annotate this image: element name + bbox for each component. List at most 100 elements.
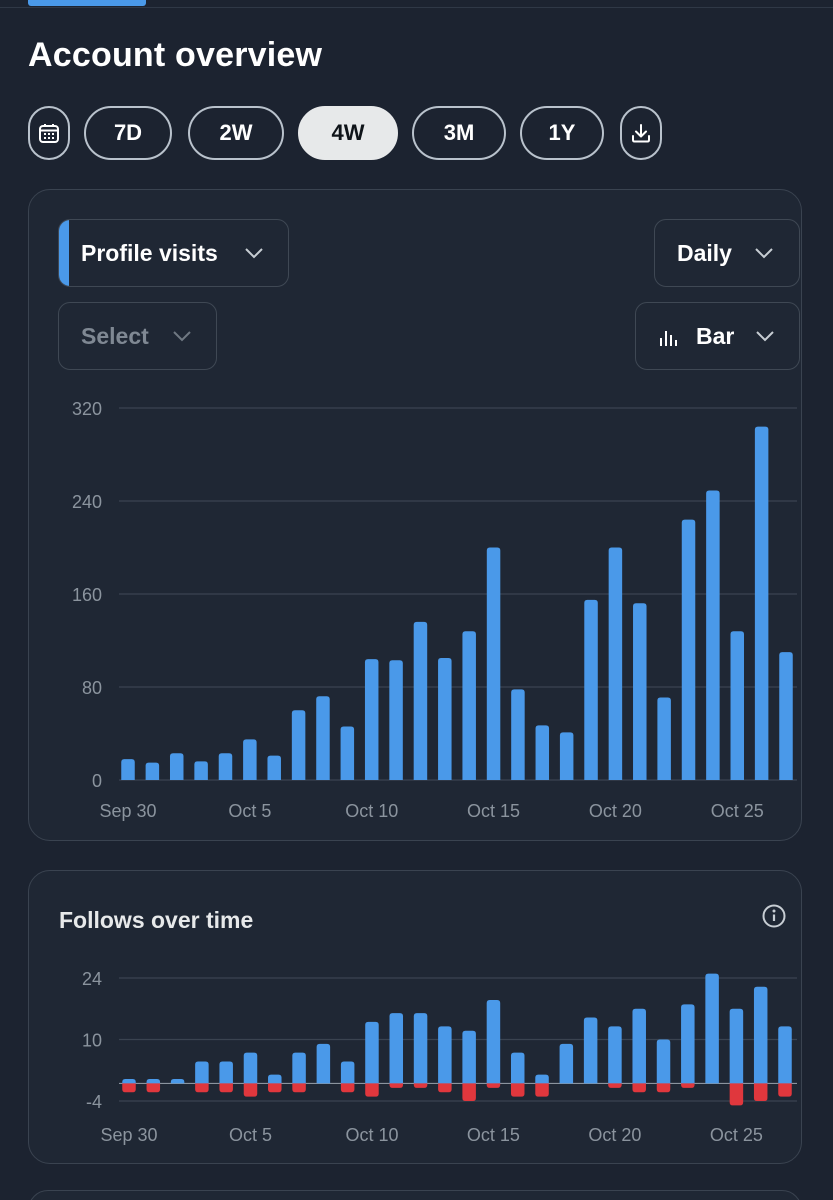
bar xyxy=(608,547,623,780)
bar-positive xyxy=(486,999,501,1084)
x-tick-label: Sep 30 xyxy=(100,1125,157,1145)
x-tick-label: Oct 20 xyxy=(588,1125,641,1145)
bar xyxy=(121,759,135,780)
bar-positive xyxy=(656,1039,671,1084)
compare-dropdown[interactable]: Select xyxy=(58,302,217,370)
chevron-down-icon xyxy=(173,331,191,342)
info-icon[interactable] xyxy=(761,903,787,929)
bar-negative xyxy=(438,1083,452,1093)
x-tick-label: Oct 15 xyxy=(467,1125,520,1145)
bar-positive xyxy=(535,1074,549,1084)
bar-positive xyxy=(170,1079,185,1084)
profile-visits-card: Profile visits Daily Select Bar 0 80 160 24… xyxy=(28,189,802,841)
bar xyxy=(291,710,306,780)
y-tick-label: 0 xyxy=(92,771,102,791)
bar xyxy=(754,426,769,780)
bar xyxy=(145,762,160,780)
chart-type-dropdown-label: Bar xyxy=(696,322,735,349)
bar-negative xyxy=(413,1083,428,1088)
bar-positive xyxy=(122,1079,136,1084)
download-button[interactable] xyxy=(620,106,662,160)
bar-chart-icon xyxy=(660,331,677,346)
bar xyxy=(243,739,257,780)
page-title: Account overview xyxy=(28,36,323,74)
bar xyxy=(267,755,281,780)
range-7d-button[interactable]: 7D xyxy=(84,106,172,160)
bar-negative xyxy=(462,1083,476,1101)
x-tick-label: Oct 20 xyxy=(589,801,642,821)
bar-positive xyxy=(729,1008,744,1084)
calendar-button[interactable] xyxy=(28,106,70,160)
bar xyxy=(559,732,574,780)
bar-positive xyxy=(316,1043,331,1084)
compare-dropdown-label: Select xyxy=(81,322,149,349)
y-tick-label: 320 xyxy=(72,399,102,419)
chart-type-dropdown[interactable]: Bar xyxy=(635,302,800,370)
y-tick-label: 80 xyxy=(82,678,102,698)
x-tick-label: Oct 5 xyxy=(229,1125,272,1145)
bar-positive xyxy=(389,1013,404,1084)
bar xyxy=(681,519,696,780)
x-tick-label: Oct 10 xyxy=(345,801,398,821)
chevron-down-icon xyxy=(756,331,774,342)
bar xyxy=(706,490,720,780)
y-tick-label: 240 xyxy=(72,492,102,512)
bar-negative xyxy=(122,1083,136,1093)
bar xyxy=(389,660,403,780)
bar xyxy=(438,657,452,780)
bar xyxy=(633,603,647,780)
bar-negative xyxy=(486,1083,501,1088)
x-tick-label: Oct 15 xyxy=(467,801,520,821)
y-tick-label: 10 xyxy=(82,1031,102,1051)
bar-negative xyxy=(535,1083,549,1097)
bar xyxy=(413,621,428,780)
bar-negative xyxy=(681,1083,695,1088)
bar xyxy=(364,659,379,780)
bar-negative xyxy=(243,1083,258,1097)
follows-card: Follows over time -4 10 24 Sep 30 Oct 5 Oct 1… xyxy=(28,870,802,1164)
bar xyxy=(462,631,476,780)
bar xyxy=(779,652,793,780)
chevron-down-icon xyxy=(245,248,263,259)
bar-positive xyxy=(753,986,768,1084)
x-tick-label: Oct 10 xyxy=(345,1125,398,1145)
top-divider xyxy=(0,7,833,8)
range-3m-button[interactable]: 3M xyxy=(412,106,506,160)
bar-negative xyxy=(632,1083,646,1093)
x-tick-label: Oct 5 xyxy=(228,801,271,821)
bar-positive xyxy=(146,1079,161,1084)
bar-negative xyxy=(219,1083,233,1093)
calendar-icon xyxy=(39,124,59,143)
bar-negative xyxy=(778,1083,792,1097)
bar xyxy=(169,753,184,780)
metric-dropdown[interactable]: Profile visits xyxy=(58,219,289,287)
interval-dropdown[interactable]: Daily xyxy=(654,219,800,287)
range-1y-button[interactable]: 1Y xyxy=(520,106,604,160)
bar-positive xyxy=(243,1052,258,1084)
y-tick-label: 24 xyxy=(82,969,102,989)
y-tick-label: -4 xyxy=(86,1092,102,1112)
bar-negative xyxy=(340,1083,355,1093)
range-4w-button[interactable]: 4W xyxy=(298,106,398,160)
bar-negative xyxy=(656,1083,671,1093)
y-tick-label: 160 xyxy=(72,585,102,605)
bar-negative xyxy=(389,1083,404,1088)
range-2w-button[interactable]: 2W xyxy=(188,106,284,160)
bar-positive xyxy=(268,1074,282,1084)
bar-negative xyxy=(510,1083,525,1097)
bar-positive xyxy=(438,1026,452,1084)
bar-negative xyxy=(146,1083,161,1093)
chevron-down-icon xyxy=(755,248,773,259)
follows-chart: -4 10 24 Sep 30 Oct 5 Oct 10 Oct 15 Oct 20 Oct 2… xyxy=(82,969,797,1145)
bar-positive xyxy=(608,1026,622,1084)
x-tick-label: Oct 25 xyxy=(710,1125,763,1145)
bar-positive xyxy=(365,1021,379,1084)
bar-positive xyxy=(559,1043,574,1084)
bar-positive xyxy=(681,1004,695,1084)
bar-negative xyxy=(195,1083,209,1093)
bar-positive xyxy=(510,1052,525,1084)
bar xyxy=(730,631,745,780)
bar-negative xyxy=(753,1083,768,1101)
bar-negative xyxy=(268,1083,282,1093)
bar xyxy=(657,697,671,780)
